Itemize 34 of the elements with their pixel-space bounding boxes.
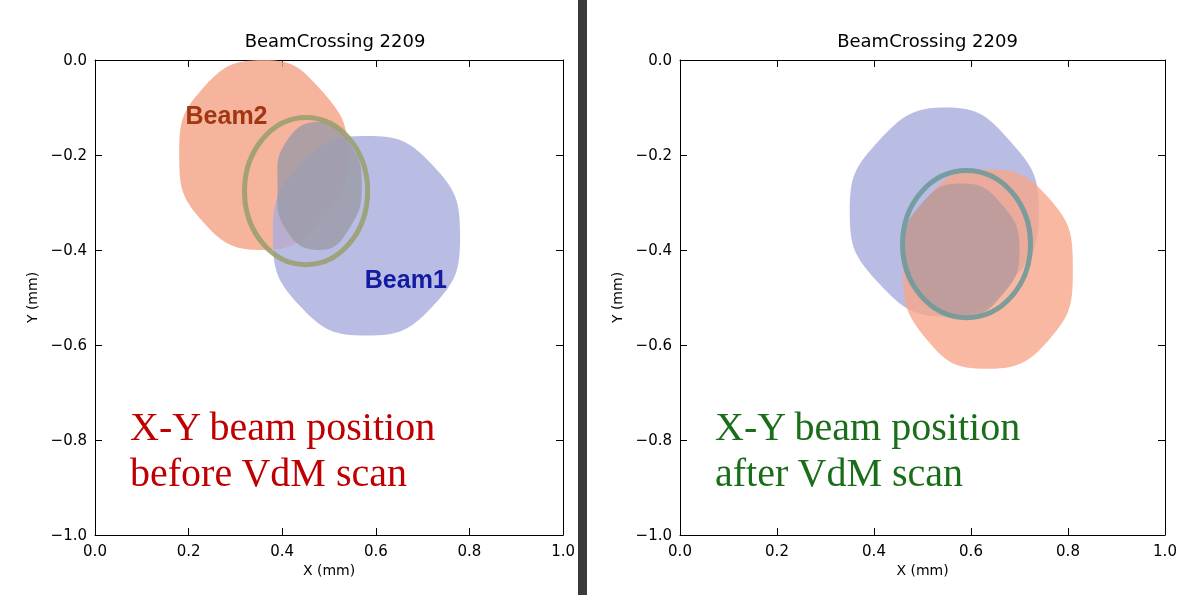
x-tick-label: 1.0 bbox=[551, 541, 575, 560]
y-tick-label: −0.6 bbox=[50, 336, 87, 354]
y-tick-label: −0.8 bbox=[50, 431, 87, 449]
y-tick-label: −0.6 bbox=[635, 336, 672, 354]
y-axis-title: Y (mm) bbox=[24, 271, 40, 325]
y-tick-label: −1.0 bbox=[50, 526, 87, 544]
x-tick-label: 0.2 bbox=[176, 541, 201, 560]
x-tick-label: 0.0 bbox=[83, 541, 107, 560]
x-tick-label: 1.0 bbox=[1153, 541, 1177, 560]
x-tick-label: 0.8 bbox=[457, 541, 482, 560]
x-tick-label: 0.4 bbox=[270, 541, 295, 560]
chart-title: BeamCrossing 2209 bbox=[244, 29, 426, 51]
series-label: Beam2 bbox=[185, 101, 268, 130]
x-tick-label: 0.6 bbox=[959, 541, 983, 560]
annotation: X-Y beam position after VdM scan bbox=[715, 403, 1031, 495]
y-tick-label: 0.0 bbox=[63, 51, 87, 69]
y-tick-label: −0.4 bbox=[50, 241, 87, 259]
y-tick-label: 0.0 bbox=[648, 51, 672, 69]
y-axis-title: Y (mm) bbox=[609, 271, 625, 325]
x-axis-title: X (mm) bbox=[896, 561, 949, 578]
x-tick-label: 0.4 bbox=[862, 541, 886, 560]
series-label: Beam1 bbox=[364, 264, 447, 293]
annotation: X-Y beam position before VdM scan bbox=[130, 403, 446, 495]
y-tick-label: −0.4 bbox=[635, 241, 672, 259]
y-tick-label: −0.2 bbox=[50, 146, 87, 164]
x-tick-label: 0.2 bbox=[765, 541, 789, 560]
x-axis-title: X (mm) bbox=[302, 561, 356, 578]
x-tick-label: 0.6 bbox=[363, 541, 388, 560]
x-tick-label: 0.8 bbox=[1056, 541, 1080, 560]
y-tick-label: −0.8 bbox=[635, 431, 672, 449]
y-tick-label: −1.0 bbox=[635, 526, 672, 544]
x-tick-label: 0.0 bbox=[668, 541, 692, 560]
y-tick-label: −0.2 bbox=[635, 146, 672, 164]
chart-title: BeamCrossing 2209 bbox=[837, 29, 1018, 51]
